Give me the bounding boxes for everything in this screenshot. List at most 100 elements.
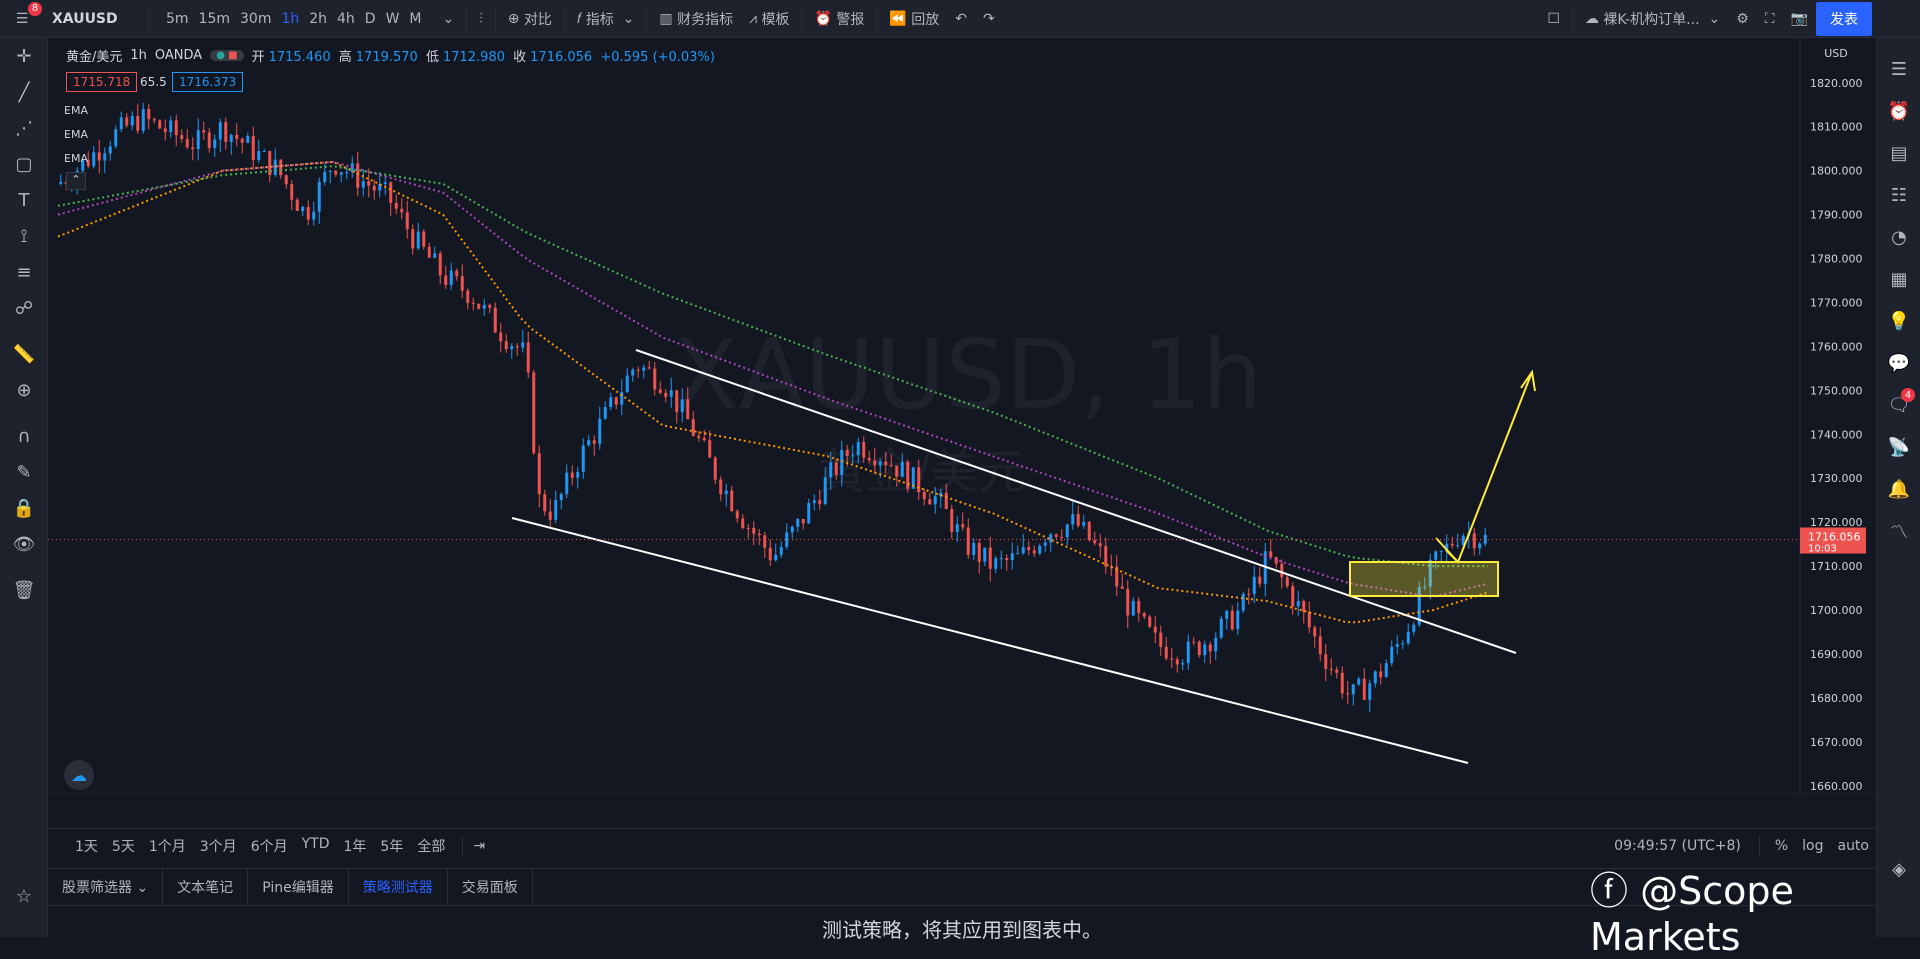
- chat-icon[interactable]: 💬: [1887, 352, 1911, 374]
- crosshair-icon[interactable]: ✛: [16, 45, 32, 67]
- range-8[interactable]: 全部: [417, 838, 446, 855]
- timeframe-4h[interactable]: 4h: [337, 10, 355, 27]
- range-3[interactable]: 3个月: [199, 838, 237, 855]
- range-2[interactable]: 1个月: [148, 838, 186, 855]
- log-toggle[interactable]: log: [1802, 837, 1824, 854]
- candle-body: [317, 181, 321, 212]
- alerts-button[interactable]: ⏰ 警报: [814, 10, 865, 28]
- goto-date-icon[interactable]: ⇥: [473, 837, 486, 854]
- ema-label-1[interactable]: EMA: [64, 104, 88, 117]
- ruler-icon[interactable]: 📏: [12, 343, 36, 365]
- candle-body: [1038, 545, 1042, 554]
- layout-name[interactable]: ☁ 裸K-机构订单... ⌄: [1584, 10, 1721, 28]
- date-ranges: 1天 5天 1个月 3个月 6个月 YTD 1年 5年 全部: [48, 836, 452, 856]
- messages-icon[interactable]: 🗨 4: [1877, 384, 1920, 426]
- timeframe-1h[interactable]: 1h: [281, 10, 300, 27]
- tab-3[interactable]: 策略测试器: [349, 868, 448, 906]
- news-icon[interactable]: ▤: [1890, 142, 1908, 164]
- timeframe-30m[interactable]: 30m: [240, 10, 272, 27]
- candle-body: [702, 437, 706, 441]
- ema-label-2[interactable]: EMA: [64, 128, 88, 141]
- watchlist-icon[interactable]: ☰: [1890, 58, 1908, 80]
- tab-0[interactable]: 股票筛选器 ⌄: [48, 868, 164, 906]
- candle-body: [1021, 547, 1025, 554]
- collapse-legend-button[interactable]: ⌃: [66, 172, 86, 190]
- ema-label-3[interactable]: EMA: [64, 152, 88, 165]
- buy-price[interactable]: 1716.373: [172, 72, 244, 92]
- chevron-down-icon[interactable]: ⌄: [442, 10, 455, 27]
- timeframe-D[interactable]: D: [364, 10, 376, 27]
- notifications-icon[interactable]: 🔔: [1887, 478, 1911, 500]
- publish-button[interactable]: 发表: [1816, 1, 1872, 36]
- clock[interactable]: 09:49:57 (UTC+8): [1614, 837, 1741, 854]
- layers-icon[interactable]: ◈: [1892, 858, 1906, 880]
- lock-icon[interactable]: 🔒: [12, 497, 36, 519]
- trash-icon[interactable]: 🗑: [12, 579, 36, 601]
- timeframe-M[interactable]: M: [409, 10, 422, 27]
- timeframe-15m[interactable]: 15m: [198, 10, 230, 27]
- candle-body: [1384, 663, 1388, 678]
- candle-body: [554, 500, 558, 520]
- range-7[interactable]: 5年: [380, 838, 404, 855]
- auto-toggle[interactable]: auto: [1837, 837, 1869, 854]
- timeframe-W[interactable]: W: [385, 10, 400, 27]
- star-icon[interactable]: ☆: [15, 885, 33, 907]
- candle-body: [1461, 535, 1465, 545]
- tradingview-logo-icon[interactable]: ☁: [64, 760, 94, 790]
- timeframe-2h[interactable]: 2h: [309, 10, 328, 27]
- financials-button[interactable]: ▥ 财务指标: [659, 10, 734, 28]
- icons-icon[interactable]: ☍: [14, 297, 34, 319]
- candle-body: [422, 231, 426, 247]
- tab-4[interactable]: 交易面板: [448, 868, 533, 906]
- templates-button[interactable]: ⩘ 模板: [749, 10, 790, 28]
- candle-body: [328, 170, 332, 172]
- streams-icon[interactable]: 📡: [1887, 436, 1911, 458]
- compare-button[interactable]: ⊕ 对比: [507, 10, 552, 28]
- layout-toggle[interactable]: ☐: [1539, 0, 1568, 38]
- screenshot-button[interactable]: 📷: [1783, 0, 1816, 38]
- range-0[interactable]: 1天: [75, 838, 98, 855]
- candle-body: [664, 392, 668, 397]
- candle-body: [1390, 646, 1394, 664]
- candle-body: [411, 229, 415, 249]
- undo-button[interactable]: ↶: [947, 0, 975, 38]
- tab-1[interactable]: 文本笔记: [163, 868, 249, 906]
- pencil-lock-icon[interactable]: ✎: [16, 461, 32, 483]
- chart-watermark-symbol: XAUUSD, 1h: [673, 319, 1263, 431]
- price-chart[interactable]: XAUUSD, 1h 黄金/美元 USD 1820.000 1810.000 1800.…: [48, 38, 1876, 794]
- zoom-icon[interactable]: ⊕: [16, 379, 32, 401]
- percent-toggle[interactable]: %: [1774, 837, 1789, 854]
- rectangle-icon[interactable]: ▢: [15, 153, 33, 175]
- fullscreen-button[interactable]: ⛶: [1757, 0, 1783, 38]
- alarm-clock-icon[interactable]: ⏰: [1887, 100, 1911, 122]
- visibility-toggle[interactable]: ● ■: [210, 50, 244, 61]
- replay-button[interactable]: ⏪ 回放: [889, 10, 940, 28]
- tab-2[interactable]: Pine编辑器: [248, 868, 349, 906]
- menu-button[interactable]: ☰ 8: [0, 0, 44, 38]
- range-1[interactable]: 5天: [111, 838, 135, 855]
- redo-button[interactable]: ↷: [975, 0, 1003, 38]
- symbol-search[interactable]: XAUUSD: [52, 10, 118, 27]
- signals-icon[interactable]: 〽: [1890, 522, 1908, 543]
- fib-icon[interactable]: ⋰: [15, 117, 33, 139]
- chart-type-button[interactable]: ⫶: [471, 0, 491, 38]
- calendar-icon[interactable]: ▦: [1890, 268, 1908, 290]
- trendline-icon[interactable]: ╱: [18, 81, 30, 103]
- eye-icon[interactable]: 👁: [12, 533, 36, 555]
- range-5[interactable]: YTD: [301, 835, 330, 852]
- ideas-icon[interactable]: 💡: [1887, 310, 1911, 332]
- sell-price[interactable]: 1715.718: [66, 72, 138, 92]
- pattern-icon[interactable]: ⟟: [20, 225, 28, 247]
- settings-button[interactable]: ⚙: [1728, 0, 1757, 38]
- indicators-button[interactable]: 𝑓 指标 ⌄: [576, 10, 635, 28]
- forecast-icon[interactable]: ≡: [16, 261, 32, 283]
- chart-legend: 黄金/美元 1h OANDA ● ■ 开 1715.460 高 1719.570 低…: [66, 46, 719, 65]
- data-window-icon[interactable]: ☷: [1890, 184, 1908, 206]
- magnet-icon[interactable]: ∩: [17, 425, 31, 447]
- timeframe-5m[interactable]: 5m: [166, 10, 189, 27]
- hotlist-icon[interactable]: ◔: [1891, 226, 1907, 248]
- range-4[interactable]: 6个月: [250, 838, 288, 855]
- range-6[interactable]: 1年: [343, 838, 367, 855]
- candle-body: [917, 467, 921, 493]
- text-icon[interactable]: T: [18, 189, 30, 211]
